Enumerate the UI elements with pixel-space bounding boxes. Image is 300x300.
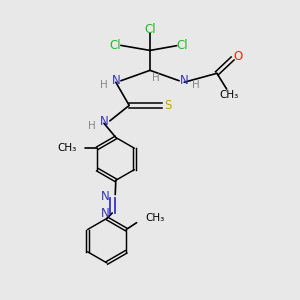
Text: Cl: Cl [144, 23, 156, 36]
Text: CH₃: CH₃ [146, 213, 165, 223]
Text: N: N [100, 207, 109, 220]
Text: H: H [88, 121, 96, 131]
Text: CH₃: CH₃ [219, 90, 239, 100]
Text: N: N [100, 115, 108, 128]
Text: Cl: Cl [176, 39, 188, 52]
Text: H: H [152, 73, 160, 83]
Text: N: N [100, 190, 109, 203]
Text: O: O [233, 50, 243, 64]
Text: H: H [192, 80, 200, 90]
Text: N: N [180, 74, 189, 87]
Text: H: H [100, 80, 108, 90]
Text: N: N [111, 74, 120, 87]
Text: Cl: Cl [109, 40, 121, 52]
Text: CH₃: CH₃ [57, 143, 76, 153]
Text: S: S [165, 99, 172, 112]
